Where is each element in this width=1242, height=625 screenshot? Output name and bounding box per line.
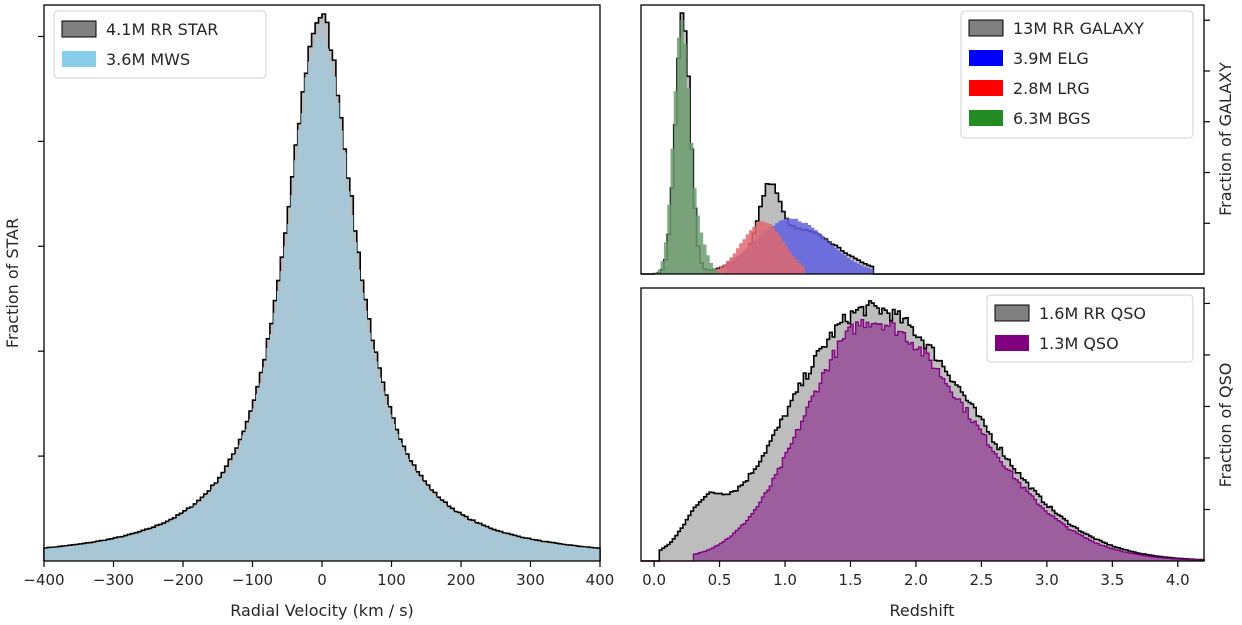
legend-swatch-qso [995, 335, 1029, 351]
legend-label-rr-qso: 1.6M RR QSO [1039, 304, 1146, 323]
legend-swatch-elg [969, 50, 1003, 66]
left-x-tick-label: −200 [162, 571, 203, 589]
left-x-tick-label: −300 [93, 571, 134, 589]
legend-label-qso: 1.3M QSO [1039, 334, 1119, 353]
left-x-tick-label: 300 [516, 571, 545, 589]
legend-label-lrg: 2.8M LRG [1013, 79, 1090, 98]
left-panel: −400 −300 −200 −100 0 100 200 300 400 Radial Vel… [3, 4, 614, 620]
bottom-right-x-tick-label: 3.0 [1035, 571, 1059, 589]
legend-label-rr-galaxy: 13M RR GALAXY [1013, 19, 1144, 38]
left-series-3-6m-mws [44, 27, 600, 561]
left-x-tick-label: −100 [232, 571, 273, 589]
bottom-right-x-tick-label: 3.5 [1100, 571, 1124, 589]
left-x-tick-label: 100 [377, 571, 406, 589]
bottom-right-legend: 1.6M RR QSO 1.3M QSO [986, 294, 1194, 363]
left-y-axis-label: Fraction of STAR [3, 218, 22, 348]
bottom-right-x-tick-label: 0.0 [642, 571, 666, 589]
legend-swatch-mws [62, 51, 96, 67]
bottom-right-x-tick-label: 2.0 [904, 571, 928, 589]
left-y-ticks [38, 35, 44, 457]
legend-swatch-bgs [969, 110, 1003, 126]
legend-swatch-lrg [969, 80, 1003, 96]
bottom-right-histogram-marks [641, 300, 1205, 562]
legend-label-elg: 3.9M ELG [1013, 49, 1089, 68]
bottom-right-panel: 0.0 0.5 1.0 1.5 2.0 2.5 3.0 3.5 4.0 Redshift Fra… [640, 287, 1235, 620]
legend-swatch-rr-galaxy [968, 19, 1004, 37]
top-right-panel: Fraction of GALAXY 13M RR GALAXY 3.9M EL… [640, 4, 1235, 275]
bottom-right-x-tick-label: 2.5 [969, 571, 993, 589]
left-legend-box [53, 10, 267, 79]
legend-swatch-rr-qso [994, 304, 1030, 322]
bottom-right-y-ticks [1204, 302, 1210, 511]
top-right-legend-box [960, 10, 1194, 139]
bottom-right-plot-frame [640, 287, 1205, 562]
bottom-right-series-1-3m-qso [641, 319, 1205, 562]
bottom-right-x-axis-label: Redshift [890, 601, 955, 620]
left-x-tick-label: 400 [586, 571, 615, 589]
left-x-ticks: −400 −300 −200 −100 0 100 200 300 400 [23, 561, 614, 589]
top-right-plot-frame [640, 4, 1205, 275]
bottom-right-x-tick-label: 4.0 [1166, 571, 1190, 589]
left-x-tick-label: 0 [317, 571, 327, 589]
bottom-right-y-axis-label: Fraction of QSO [1216, 363, 1235, 488]
bottom-right-x-tick-label: 0.5 [708, 571, 732, 589]
left-x-axis-label: Radial Velocity (km / s) [230, 601, 414, 620]
top-right-series-2-8m-lrg [641, 221, 1204, 274]
top-right-legend: 13M RR GALAXY 3.9M ELG 2.8M LRG 6.3M BGS [960, 10, 1194, 139]
legend-swatch-rr-star [61, 20, 97, 38]
legend-label-rr-star: 4.1M RR STAR [106, 20, 218, 39]
bottom-right-legend-box [986, 294, 1194, 363]
top-right-y-ticks [1204, 19, 1210, 224]
legend-label-mws: 3.6M MWS [106, 50, 190, 69]
left-legend: 4.1M RR STAR 3.6M MWS [53, 10, 267, 79]
bottom-right-x-tick-label: 1.0 [773, 571, 797, 589]
top-right-y-axis-label: Fraction of GALAXY [1216, 62, 1235, 216]
left-x-tick-label: 200 [447, 571, 476, 589]
top-right-series-6-3m-bgs [641, 19, 1204, 275]
bottom-right-x-tick-label: 1.5 [839, 571, 863, 589]
legend-label-bgs: 6.3M BGS [1013, 109, 1091, 128]
bottom-right-x-ticks: 0.0 0.5 1.0 1.5 2.0 2.5 3.0 3.5 4.0 [642, 561, 1190, 589]
left-x-tick-label: −400 [23, 571, 64, 589]
left-histogram-marks [43, 13, 601, 561]
